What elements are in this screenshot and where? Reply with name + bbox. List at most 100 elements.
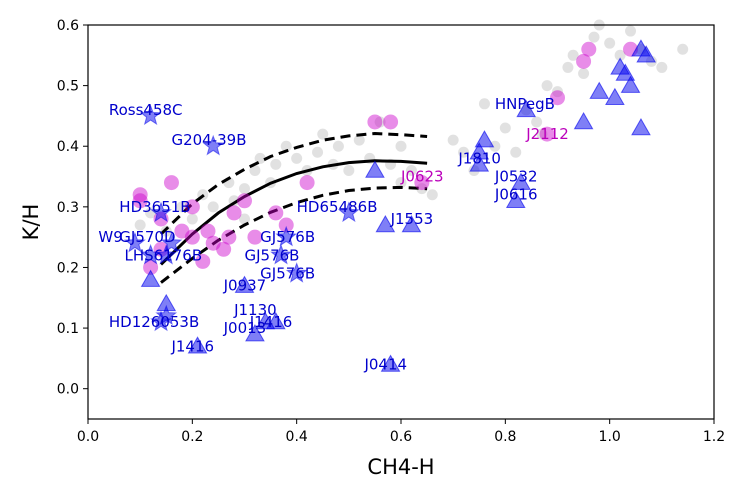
point-label-5: J0532 <box>494 168 538 186</box>
blue-star-10 <box>337 201 360 223</box>
background-point-10 <box>249 164 261 176</box>
blue-triangle-8 <box>375 215 396 233</box>
blue-star-9 <box>285 262 308 283</box>
blue-triangle-6 <box>265 312 286 330</box>
background-point-40 <box>562 61 574 73</box>
point-label-23: J0414 <box>363 355 407 373</box>
background-point-38 <box>541 80 553 92</box>
background-point-27 <box>405 164 417 176</box>
magenta-circle-27 <box>184 199 200 215</box>
background-point-20 <box>332 140 344 152</box>
background-point-45 <box>604 37 616 49</box>
magenta-circle-13 <box>247 229 263 245</box>
blue-star-2 <box>150 201 172 223</box>
background-point-37 <box>531 116 543 128</box>
x-tick-label-4: 0.8 <box>494 429 516 445</box>
point-label-4: J1810 <box>457 149 501 167</box>
fit-lower-bound <box>160 185 428 284</box>
x-tick-label-3: 0.6 <box>390 429 412 445</box>
background-point-54 <box>395 140 407 152</box>
background-point-0 <box>134 219 146 231</box>
magenta-circle-3 <box>163 175 179 191</box>
background-points-layer <box>134 19 689 237</box>
background-point-30 <box>447 134 459 146</box>
background-point-35 <box>499 122 511 134</box>
blue-star-3 <box>124 231 146 253</box>
y-tick-label-2: 0.2 <box>57 260 79 276</box>
blue-star-0 <box>139 104 162 126</box>
y-tick-label-3: 0.3 <box>57 200 79 216</box>
background-point-6 <box>207 201 219 213</box>
blue-triangle-16 <box>573 111 594 130</box>
blue-triangle-10 <box>380 354 401 372</box>
background-point-46 <box>614 49 626 61</box>
blue-triangle-21 <box>615 63 636 81</box>
blue-triangle-9 <box>401 215 422 233</box>
blue-star-8 <box>275 225 298 247</box>
fit-center-line <box>159 159 428 266</box>
blue-triangle-11 <box>469 154 490 172</box>
blue-triangle-3 <box>234 275 255 293</box>
background-point-15 <box>291 152 303 164</box>
background-point-50 <box>656 61 668 73</box>
background-point-14 <box>280 140 292 152</box>
blue-triangle-2 <box>187 336 208 354</box>
x-tick-label-2: 0.4 <box>286 429 308 445</box>
background-point-47 <box>625 25 637 37</box>
background-point-51 <box>677 43 689 55</box>
magenta-circle-23 <box>581 41 597 57</box>
background-point-18 <box>317 128 329 140</box>
point-label-21: J0013 <box>223 319 267 337</box>
magenta-circle-7 <box>200 223 216 239</box>
background-point-22 <box>353 134 365 146</box>
axes-layer: 0.0 0.2 0.4 0.6 0.8 1.0 1.2 0.0 0.1 0.2 0.3 0.4 0.5 0… <box>57 18 725 445</box>
point-label-6: J0623 <box>400 168 444 186</box>
magenta-circle-21 <box>539 126 555 142</box>
x-tick-label-1: 0.2 <box>181 429 203 445</box>
magenta-circle-0 <box>132 187 148 203</box>
background-point-13 <box>270 158 282 170</box>
blue-triangles-layer <box>140 39 657 372</box>
point-label-15: LHS6176B <box>125 246 203 264</box>
point-label-13: GJ570D <box>119 228 175 246</box>
background-point-11 <box>254 152 266 164</box>
point-label-16: GJ576B <box>260 265 315 283</box>
background-point-42 <box>578 67 590 79</box>
blue-star-1 <box>202 134 225 156</box>
magenta-circle-4 <box>174 223 190 239</box>
fit-curves-layer <box>159 131 428 284</box>
magenta-circle-18 <box>383 114 399 130</box>
y-tick-label-1: 0.1 <box>57 321 79 337</box>
blue-star-5 <box>155 243 178 265</box>
background-point-9 <box>239 183 250 195</box>
magenta-circle-6 <box>195 253 211 269</box>
x-axis-label: CH4-H <box>367 455 434 479</box>
magenta-circles-layer <box>132 41 639 275</box>
point-label-7: J0616 <box>494 186 538 204</box>
blue-triangle-14 <box>474 130 495 148</box>
background-point-39 <box>552 86 563 98</box>
magenta-circle-20 <box>550 90 565 106</box>
magenta-circle-22 <box>576 53 592 69</box>
x-tick-label-0: 0.0 <box>77 429 99 445</box>
blue-triangle-0 <box>140 269 161 287</box>
background-point-52 <box>536 128 548 140</box>
x-tick-label-6: 1.2 <box>703 429 725 445</box>
magenta-circle-12 <box>237 193 252 209</box>
point-label-10: J1553 <box>390 210 434 228</box>
magenta-circle-5 <box>184 229 200 245</box>
background-point-29 <box>426 189 438 201</box>
point-label-22: J1416 <box>170 337 214 355</box>
background-point-24 <box>374 116 386 128</box>
point-label-17: J0937 <box>223 277 267 295</box>
magenta-circle-1 <box>143 259 159 275</box>
point-label-19: HD126053B <box>109 313 199 331</box>
background-point-26 <box>395 177 407 189</box>
point-label-1: G204-39B <box>171 131 246 149</box>
point-label-11: GJ576B <box>260 228 315 246</box>
blue-triangle-22 <box>631 118 651 136</box>
point-label-9: HD65486B <box>297 198 378 216</box>
point-label-14: GJ576B <box>245 246 300 264</box>
blue-triangle-18 <box>605 87 625 105</box>
